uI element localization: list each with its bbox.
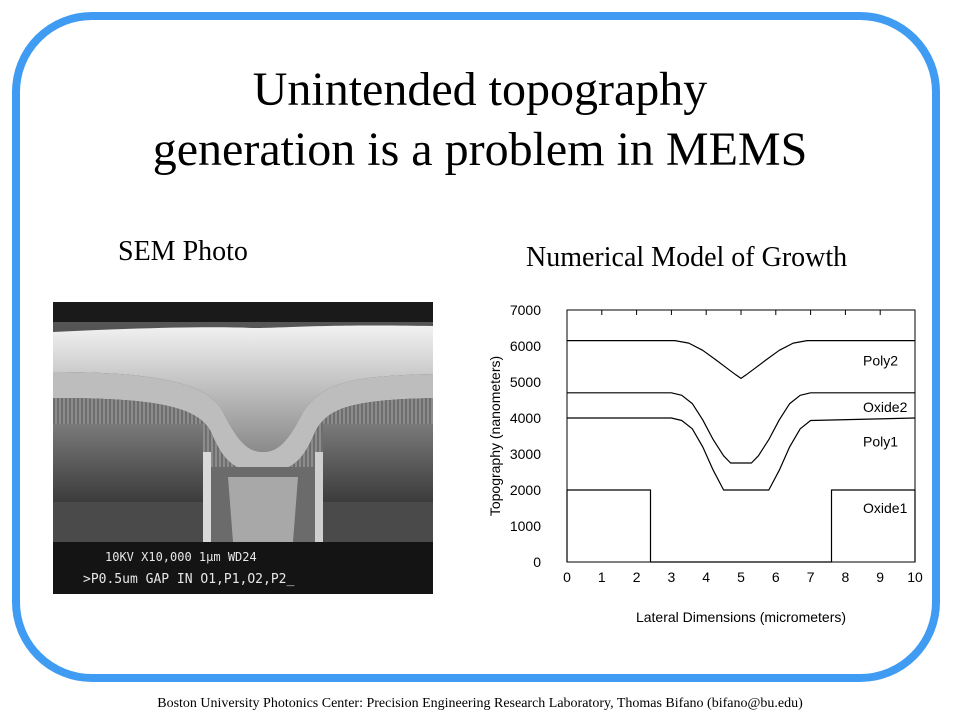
x-tick-label: 2 [633, 569, 641, 585]
y-tick-label: 3000 [510, 446, 541, 462]
title-line-2: generation is a problem in MEMS [152, 123, 808, 176]
y-axis: 0 1000 2000 3000 4000 5000 6000 7000 [510, 302, 541, 570]
series-label-poly2: Poly2 [863, 352, 898, 368]
slide-title: Unintended topography generation is a pr… [60, 60, 900, 180]
y-tick-label: 5000 [510, 374, 541, 390]
series-line-oxide2 [567, 392, 915, 464]
y-tick-label: 2000 [510, 482, 541, 498]
x-tick-label: 9 [876, 569, 884, 585]
y-tick-label: 4000 [510, 410, 541, 426]
sem-photo-label: SEM Photo [118, 236, 248, 267]
sem-caption-line-2: >P0.5um GAP IN O1,P1,O2,P2_ [83, 572, 294, 587]
series-label-oxide1: Oxide1 [863, 500, 908, 516]
sem-photo: 10KV X10,000 1μm WD24 >P0.5um GAP IN O1,… [53, 302, 433, 594]
sem-caption-line-1: 10KV X10,000 1μm WD24 [105, 550, 257, 564]
x-tick-label: 8 [842, 569, 850, 585]
x-tick-label: 1 [598, 569, 606, 585]
x-tick-label: 7 [807, 569, 815, 585]
x-tick-label: 0 [563, 569, 571, 585]
x-tick-label: 10 [907, 569, 923, 585]
series-label-oxide2: Oxide2 [863, 399, 908, 415]
series-layer [566, 339, 916, 563]
footer-credit: Boston University Photonics Center: Prec… [157, 696, 803, 711]
x-tick-label: 3 [668, 569, 676, 585]
y-tick-label: 0 [533, 554, 541, 570]
y-tick-label: 1000 [510, 518, 541, 534]
x-axis-label: Lateral Dimensions (micrometers) [636, 609, 846, 625]
series-labels: Oxide1 Poly1 Oxide2 Poly2 [863, 352, 908, 516]
y-tick-label: 6000 [510, 338, 541, 354]
series-line-oxide1 [566, 489, 916, 563]
x-tick-label: 4 [702, 569, 710, 585]
series-label-poly1: Poly1 [863, 433, 898, 449]
title-line-1: Unintended topography [252, 63, 708, 116]
y-axis-label: Topography (nanometers) [487, 356, 503, 516]
y-tick-label: 7000 [510, 302, 541, 318]
model-label: Numerical Model of Growth [526, 242, 848, 273]
x-tick-label: 6 [772, 569, 780, 585]
series-line-poly2 [567, 339, 915, 380]
x-axis: 0 1 2 3 4 5 6 7 8 9 10 [563, 310, 923, 585]
x-tick-label: 5 [737, 569, 745, 585]
series-line-poly1 [567, 417, 916, 491]
slide-frame [12, 12, 940, 682]
growth-chart: 0 1000 2000 3000 4000 5000 6000 7000 0 1 2 3 4 5 6 7 8 9… [487, 302, 923, 625]
